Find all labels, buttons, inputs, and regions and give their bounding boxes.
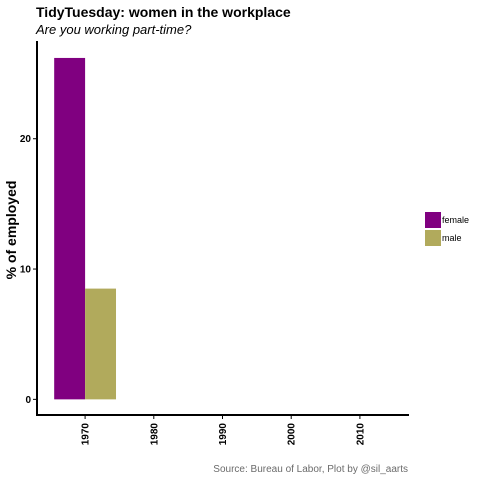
y-axis-ticks: 0 10 20 bbox=[20, 134, 37, 406]
caption: Source: Bureau of Labor, Plot by @sil_aa… bbox=[213, 464, 408, 475]
x-tick-label: 1970 bbox=[81, 423, 92, 446]
x-tick-label: 1990 bbox=[218, 423, 229, 446]
legend: female male bbox=[425, 212, 469, 246]
y-tick-label: 10 bbox=[20, 265, 32, 276]
x-tick-label: 2000 bbox=[287, 423, 298, 446]
bar-male-1970 bbox=[85, 288, 117, 400]
legend-key-female bbox=[425, 212, 441, 228]
bars bbox=[54, 57, 117, 400]
x-tick-label: 2010 bbox=[355, 423, 366, 446]
y-tick-label: 0 bbox=[25, 395, 31, 406]
x-tick-label: 1980 bbox=[149, 423, 160, 446]
y-axis-label: % of employed bbox=[3, 181, 19, 280]
y-tick-label: 20 bbox=[20, 134, 32, 145]
legend-key-male bbox=[425, 230, 441, 246]
chart-title: TidyTuesday: women in the workplace bbox=[36, 4, 291, 20]
bar-female-1970 bbox=[54, 57, 86, 400]
x-axis-ticks: 1970 1980 1990 2000 2010 bbox=[81, 415, 366, 446]
legend-label-male: male bbox=[442, 233, 462, 243]
legend-label-female: female bbox=[442, 215, 469, 225]
chart-subtitle: Are you working part-time? bbox=[35, 22, 192, 37]
